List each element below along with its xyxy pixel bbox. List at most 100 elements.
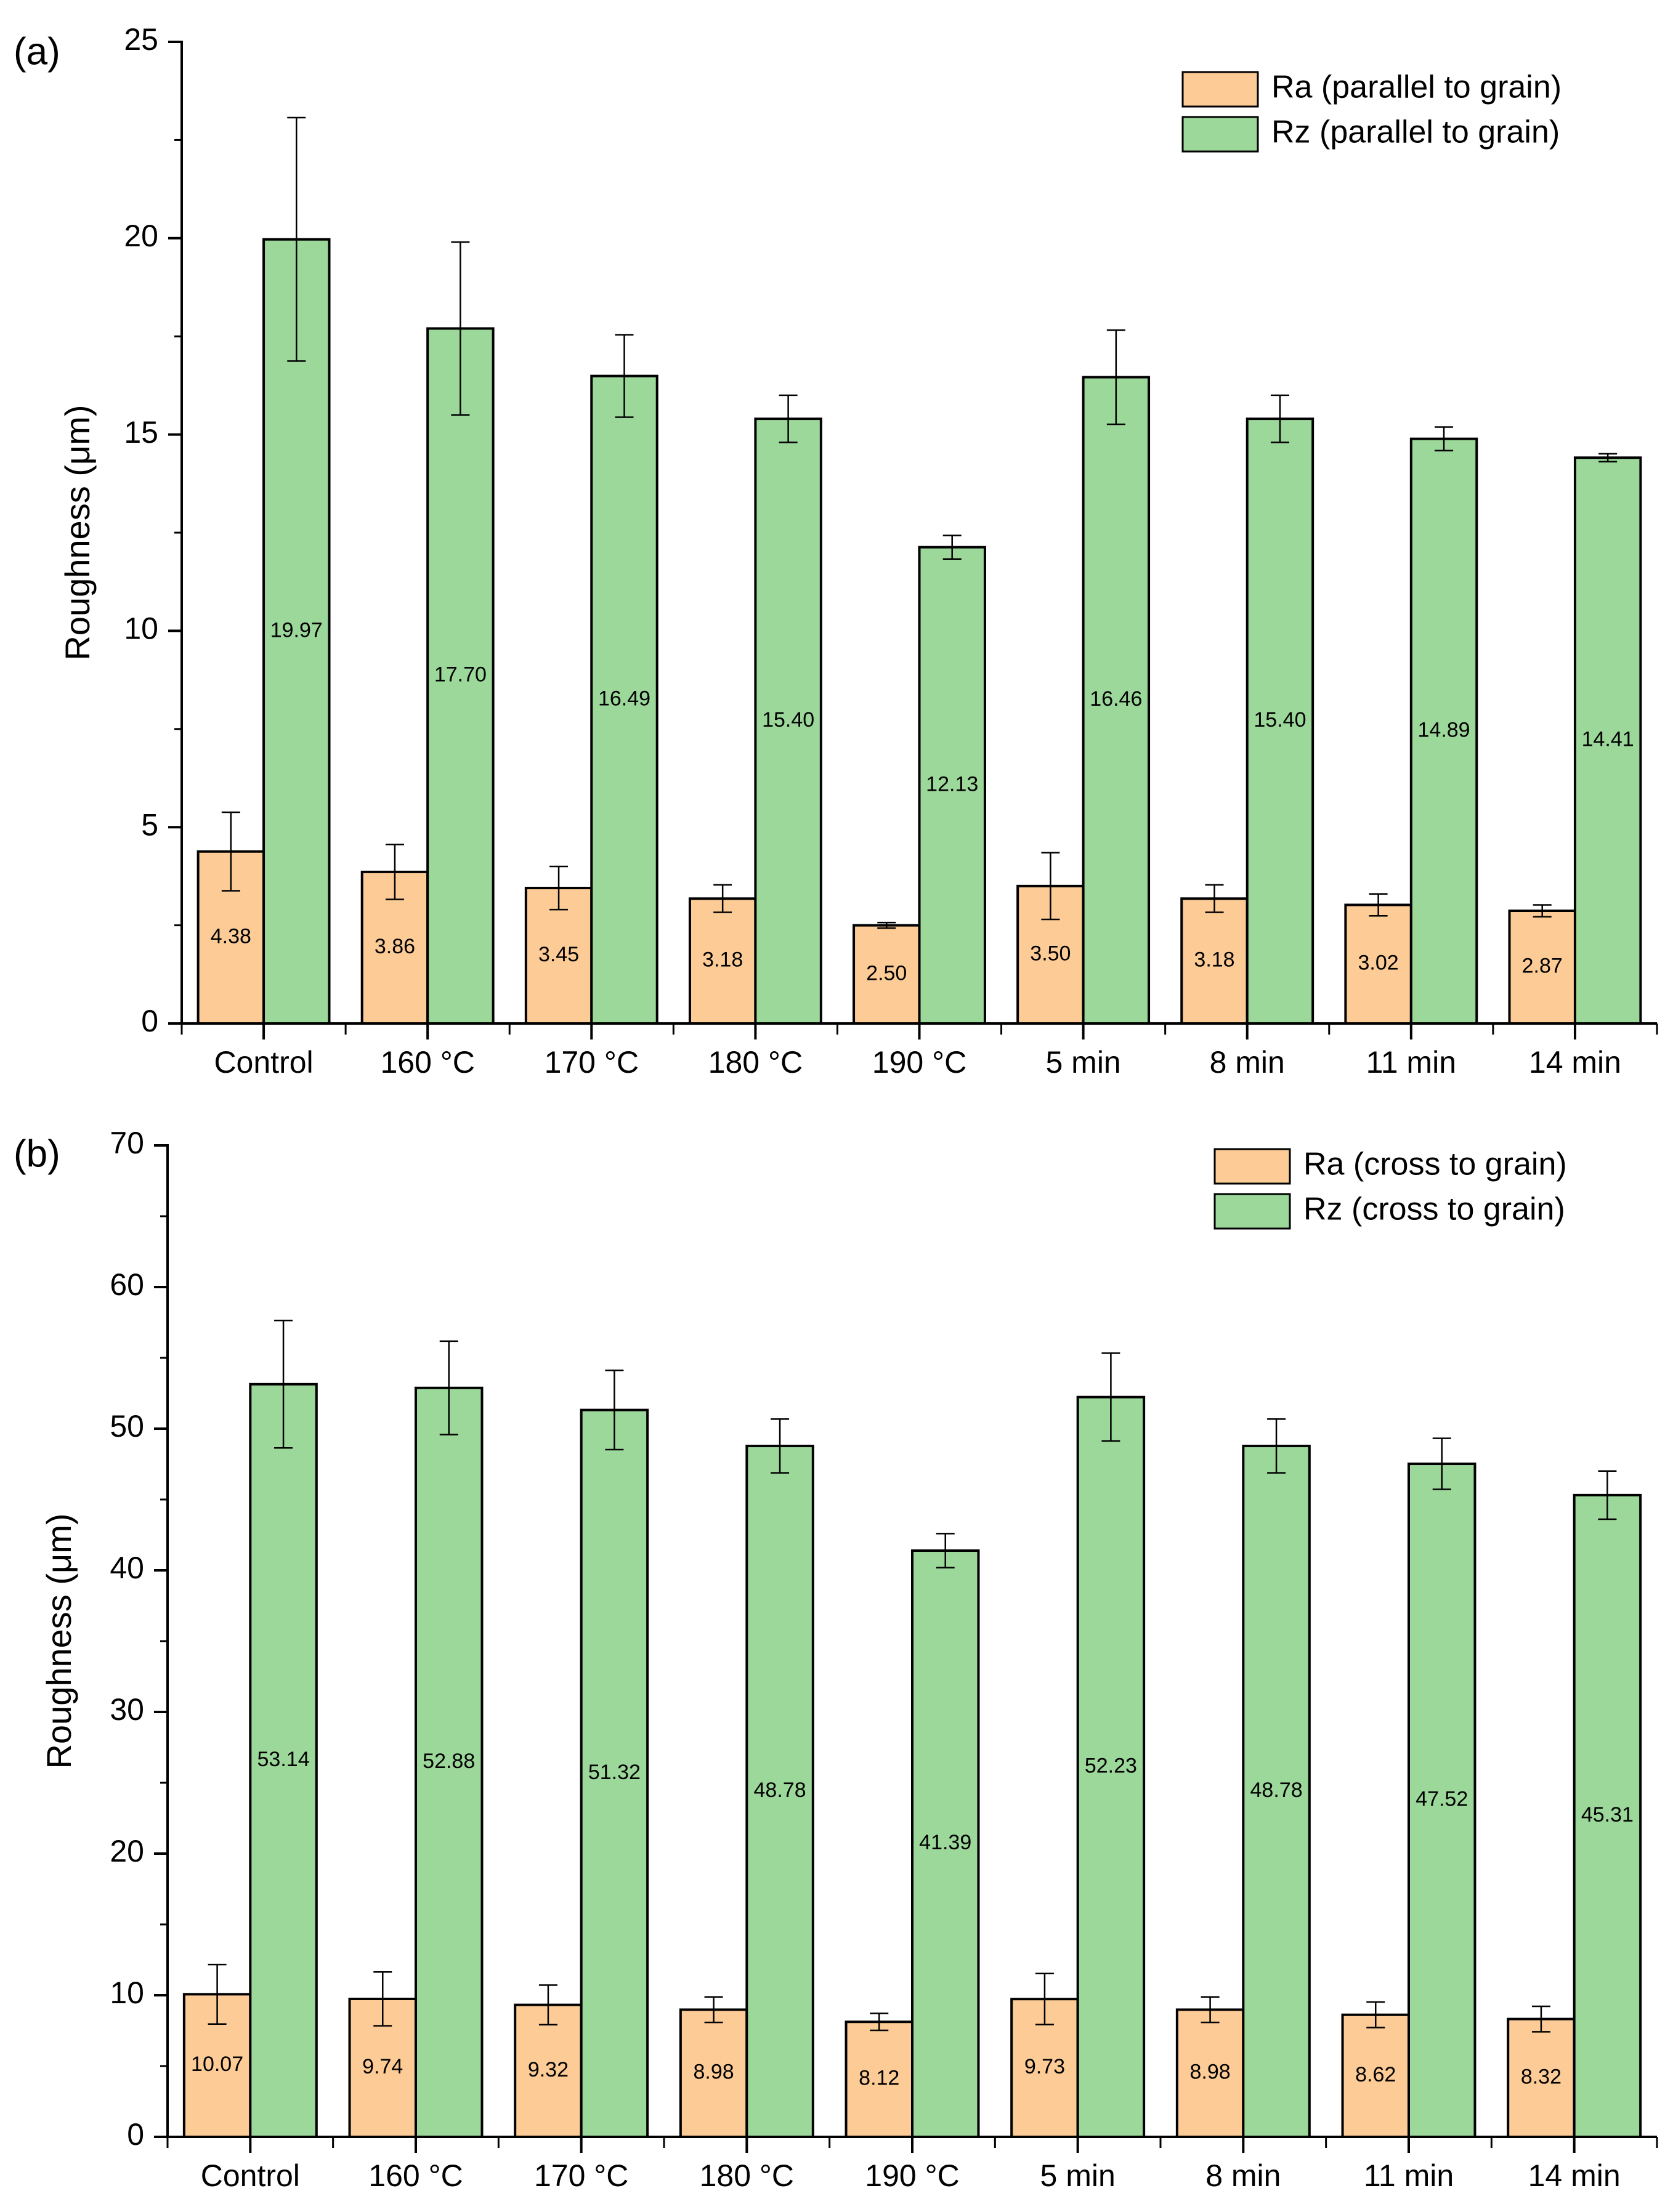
rz-bar-8 bbox=[1573, 1493, 1642, 2139]
y-tick-label-0: 0 bbox=[127, 2117, 144, 2152]
chart-panel-b: (b) 10.07 9.74 9.32 8.98 8.12 9.73 8.98 8.62 8.32… bbox=[14, 1126, 1658, 2193]
rz-data-label-8: 45.31 bbox=[1581, 1803, 1634, 1827]
x-tick-label-2: 170 °C bbox=[534, 2158, 628, 2193]
rz-data-label-0: 19.97 bbox=[270, 618, 323, 642]
ra-data-label-4: 2.50 bbox=[866, 961, 907, 985]
rz-data-label-2: 51.32 bbox=[588, 1761, 641, 1784]
x-tick-label-0: Control bbox=[201, 2158, 300, 2193]
legend-label-rz: Rz (parallel to grain) bbox=[1271, 115, 1560, 150]
legend-swatch-ra bbox=[1181, 71, 1259, 108]
ra-data-label-8: 2.87 bbox=[1522, 954, 1563, 977]
ra-data-label-7: 8.62 bbox=[1355, 2063, 1396, 2086]
rz-bar-3 bbox=[745, 1445, 814, 2138]
chart-panel-a: (a) 4.38 3.86 3.45 3.18 2.50 3.50 3.18 3.02 2.87 1… bbox=[14, 22, 1658, 1080]
x-tick-label-4: 190 °C bbox=[865, 2158, 959, 2193]
x-tick-label-5: 5 min bbox=[1040, 2158, 1116, 2193]
y-tick-label-2: 20 bbox=[110, 1834, 144, 1868]
ra-data-label-1: 9.74 bbox=[362, 2055, 403, 2078]
ra-data-label-3: 3.18 bbox=[702, 948, 743, 972]
x-tick-label-7: 11 min bbox=[1364, 2158, 1454, 2193]
ra-data-label-5: 9.73 bbox=[1024, 2055, 1065, 2078]
x-tick-label-5: 5 min bbox=[1045, 1045, 1120, 1080]
y-tick-label-4: 40 bbox=[110, 1551, 144, 1585]
legend-label-ra: Ra (cross to grain) bbox=[1303, 1147, 1567, 1182]
panel-label: (a) bbox=[14, 30, 60, 73]
legend-swatch-rz bbox=[1181, 116, 1259, 153]
ra-data-label-6: 3.18 bbox=[1194, 948, 1234, 972]
y-axis-title: Roughness (μm) bbox=[39, 1513, 78, 1769]
ra-data-label-2: 9.32 bbox=[528, 2058, 569, 2081]
rz-data-label-3: 48.78 bbox=[754, 1778, 806, 1802]
rz-bar-4 bbox=[911, 1549, 980, 2138]
legend-swatch-rz bbox=[1213, 1193, 1291, 1230]
rz-data-label-4: 12.13 bbox=[926, 772, 978, 796]
ra-data-label-2: 3.45 bbox=[538, 943, 579, 966]
rz-data-label-5: 16.46 bbox=[1090, 687, 1142, 711]
rz-data-label-2: 16.49 bbox=[598, 687, 650, 710]
ra-data-label-0: 10.07 bbox=[191, 2053, 243, 2076]
y-tick-label-0: 0 bbox=[141, 1004, 158, 1038]
x-tick-label-3: 180 °C bbox=[708, 1045, 803, 1080]
y-tick-label-5: 25 bbox=[124, 22, 158, 57]
rz-data-label-5: 52.23 bbox=[1085, 1754, 1137, 1777]
x-tick-label-8: 14 min bbox=[1529, 1045, 1621, 1080]
rz-data-label-6: 48.78 bbox=[1250, 1778, 1303, 1802]
rz-bar-6 bbox=[1242, 1445, 1311, 2138]
rz-bar-1 bbox=[415, 1386, 484, 2138]
rz-data-label-3: 15.40 bbox=[762, 708, 814, 732]
y-tick-label-1: 10 bbox=[110, 1976, 144, 2010]
x-tick-label-1: 160 °C bbox=[380, 1045, 474, 1080]
ra-data-label-6: 8.98 bbox=[1190, 2061, 1231, 2084]
y-axis-title: Roughness (μm) bbox=[58, 405, 97, 660]
ra-bar-8 bbox=[1508, 910, 1576, 1025]
x-tick-label-1: 160 °C bbox=[368, 2158, 463, 2193]
y-tick-label-2: 10 bbox=[124, 612, 158, 646]
ra-data-label-3: 8.98 bbox=[694, 2061, 734, 2084]
rz-data-label-4: 41.39 bbox=[919, 1831, 971, 1854]
ra-bar-2 bbox=[514, 2003, 583, 2138]
x-tick-label-6: 8 min bbox=[1205, 2158, 1281, 2193]
ra-data-label-5: 3.50 bbox=[1030, 942, 1071, 965]
rz-data-label-1: 17.70 bbox=[434, 663, 487, 687]
y-tick-label-3: 30 bbox=[110, 1692, 144, 1727]
ra-data-label-7: 3.02 bbox=[1358, 951, 1399, 975]
rz-data-label-1: 52.88 bbox=[423, 1750, 475, 1773]
rz-data-label-6: 15.40 bbox=[1254, 708, 1306, 732]
ra-data-label-0: 4.38 bbox=[211, 924, 251, 948]
panel-label: (b) bbox=[14, 1132, 60, 1175]
rz-data-label-8: 14.41 bbox=[1582, 728, 1634, 751]
legend-label-ra: Ra (parallel to grain) bbox=[1271, 70, 1562, 105]
x-tick-label-6: 8 min bbox=[1210, 1045, 1285, 1080]
legend-swatch-ra bbox=[1213, 1148, 1291, 1185]
rz-data-label-7: 14.89 bbox=[1418, 718, 1470, 741]
legend: Ra (cross to grain) Rz (cross to grain) bbox=[1213, 1147, 1567, 1230]
ra-data-label-8: 8.32 bbox=[1521, 2065, 1562, 2088]
ra-bar-7 bbox=[1344, 903, 1412, 1025]
x-tick-label-0: Control bbox=[214, 1045, 313, 1080]
y-tick-label-4: 20 bbox=[124, 219, 158, 253]
legend-label-rz: Rz (cross to grain) bbox=[1303, 1192, 1565, 1227]
rz-bar-1 bbox=[426, 327, 495, 1025]
ra-bar-3 bbox=[679, 2008, 748, 2138]
ra-data-label-4: 8.12 bbox=[859, 2067, 899, 2090]
x-tick-label-8: 14 min bbox=[1528, 2158, 1621, 2193]
ra-bar-4 bbox=[853, 924, 921, 1025]
rz-bar-7 bbox=[1408, 1463, 1477, 2138]
rz-data-label-7: 47.52 bbox=[1416, 1788, 1468, 1811]
rz-data-label-0: 53.14 bbox=[257, 1748, 310, 1771]
y-tick-label-1: 5 bbox=[141, 807, 158, 842]
x-tick-label-7: 11 min bbox=[1366, 1045, 1456, 1080]
rz-bar-5 bbox=[1076, 1395, 1146, 2138]
y-tick-label-6: 60 bbox=[110, 1267, 144, 1302]
legend: Ra (parallel to grain) Rz (parallel to gr… bbox=[1181, 70, 1562, 153]
ra-bar-4 bbox=[845, 2020, 913, 2138]
x-tick-label-4: 190 °C bbox=[872, 1045, 966, 1080]
y-tick-label-5: 50 bbox=[110, 1409, 144, 1443]
x-tick-label-3: 180 °C bbox=[700, 2158, 794, 2193]
ra-data-label-1: 3.86 bbox=[375, 935, 415, 958]
ra-bar-6 bbox=[1180, 897, 1249, 1025]
rz-bar-4 bbox=[918, 546, 986, 1025]
y-tick-label-3: 15 bbox=[124, 415, 158, 450]
y-tick-label-7: 70 bbox=[110, 1126, 144, 1160]
